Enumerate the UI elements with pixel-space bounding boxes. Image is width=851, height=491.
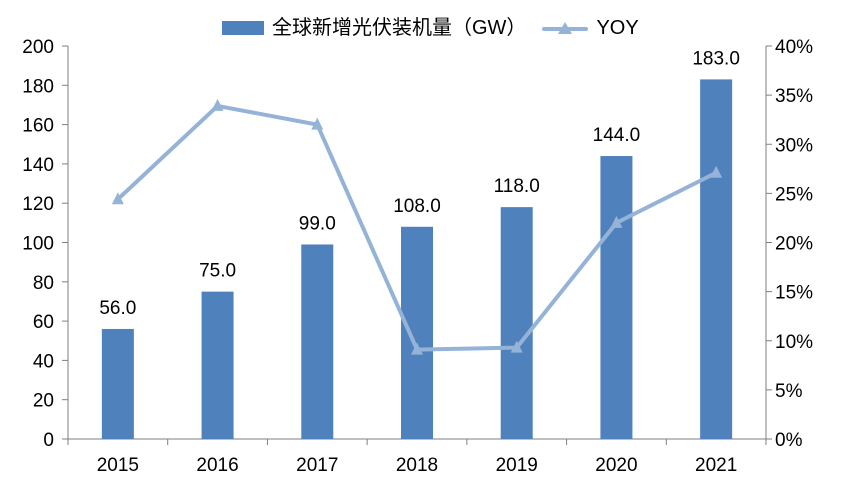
- bar-value-label: 75.0: [199, 261, 236, 282]
- legend-swatch-yoy-line: [542, 19, 589, 37]
- legend-swatch-bars: [222, 21, 264, 35]
- left-y-tick-label: 0: [43, 430, 54, 451]
- chart-legend: 全球新增光伏装机量（GW） YOY: [222, 16, 639, 40]
- right-y-tick-label: 15%: [775, 283, 813, 304]
- bar-value-label: 99.0: [299, 213, 336, 234]
- left-y-tick-label: 120: [22, 194, 54, 215]
- legend-item-yoy: YOY: [542, 17, 639, 39]
- right-y-tick-label: 10%: [775, 332, 813, 353]
- left-y-tick-label: 80: [33, 273, 54, 294]
- yoy-marker: [311, 117, 324, 130]
- x-tick-label: 2018: [396, 455, 438, 476]
- left-y-tick-label: 200: [22, 37, 54, 58]
- right-y-tick-label: 20%: [775, 234, 813, 255]
- legend-label-yoy: YOY: [596, 17, 639, 39]
- x-tick-label: 2017: [296, 455, 338, 476]
- bar-installations: [301, 244, 334, 439]
- left-y-tick-label: 140: [22, 155, 54, 176]
- yoy-marker: [411, 342, 423, 355]
- yoy-marker: [710, 165, 723, 178]
- bar-value-label: 108.0: [393, 196, 441, 217]
- legend-item-installations: 全球新增光伏装机量（GW）: [222, 18, 526, 38]
- bar-installations: [201, 291, 234, 439]
- left-y-tick-label: 160: [22, 116, 54, 137]
- right-y-tick-label: 0%: [775, 430, 803, 451]
- bar-value-label: 118.0: [494, 176, 540, 197]
- yoy-marker: [510, 340, 523, 353]
- right-y-tick-label: 30%: [775, 135, 813, 156]
- bar-installations: [401, 226, 433, 439]
- bar-installations: [600, 156, 633, 440]
- bar-value-label: 56.0: [99, 298, 136, 319]
- bar-value-label: 183.0: [692, 48, 740, 69]
- right-y-tick-label: 5%: [775, 381, 803, 402]
- x-tick-label: 2019: [496, 455, 538, 476]
- left-y-tick-label: 100: [22, 234, 54, 255]
- left-y-tick-label: 40: [33, 351, 54, 372]
- x-tick-label: 2016: [196, 455, 238, 476]
- right-y-tick-label: 25%: [775, 184, 813, 205]
- yoy-marker: [111, 192, 124, 205]
- left-y-tick-label: 20: [33, 391, 54, 412]
- yoy-marker: [610, 215, 623, 228]
- bar-value-label: 144.0: [593, 125, 641, 146]
- right-y-tick-label: 35%: [775, 86, 813, 107]
- bar-installations: [101, 328, 134, 439]
- x-tick-label: 2021: [695, 455, 737, 476]
- x-tick-label: 2015: [97, 455, 139, 476]
- yoy-marker: [211, 98, 224, 111]
- right-y-tick-label: 40%: [775, 37, 813, 58]
- x-tick-label: 2020: [595, 455, 637, 476]
- left-y-tick-label: 180: [22, 76, 54, 97]
- legend-label-installations: 全球新增光伏装机量（GW）: [272, 17, 527, 39]
- bar-installations: [700, 79, 733, 439]
- bar-installations: [500, 207, 533, 439]
- left-y-tick-label: 60: [33, 312, 54, 333]
